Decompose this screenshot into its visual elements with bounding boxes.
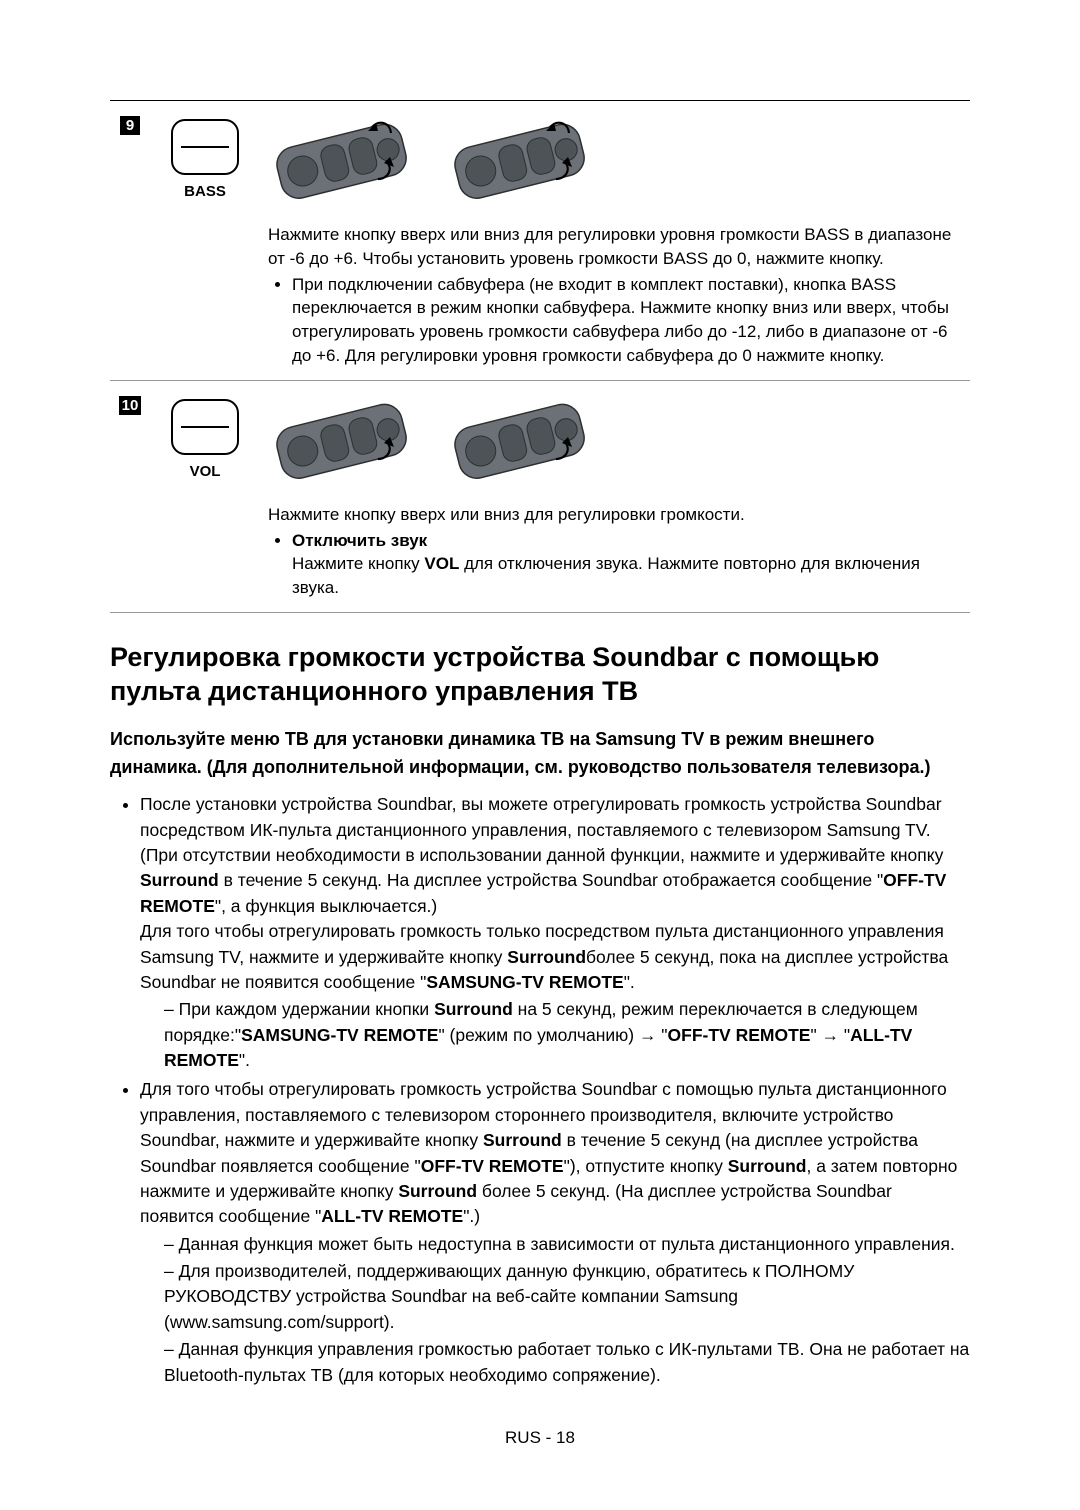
remote-diagram-icon [268, 393, 418, 493]
instruction-subitem: Для производителей, поддерживающих данну… [164, 1259, 970, 1335]
row-number: 9 [110, 101, 150, 381]
remote-diagram-icon [446, 113, 596, 213]
instruction-item-2: Для того чтобы отрегулировать громкость … [140, 1077, 970, 1388]
section-title: Регулировка громкости устройства Soundba… [110, 641, 970, 709]
instruction-subitem: Данная функция может быть недоступна в з… [164, 1232, 970, 1257]
row-button-cell: BASS [150, 101, 260, 381]
desc-text: Нажмите кнопку вверх или вниз для регули… [268, 503, 962, 527]
table-row: 10 VOL Нажмите кнопку вверх или вниз для… [110, 380, 970, 612]
button-label: BASS [158, 181, 252, 202]
section-subheading: Используйте меню ТВ для установки динами… [110, 726, 970, 782]
desc-bullet-list: При подключении сабвуфера (не входит в к… [268, 273, 962, 368]
remote-diagram-icon [268, 113, 418, 213]
row-number: 10 [110, 380, 150, 612]
diagram-row [268, 113, 962, 213]
rocker-button-icon [171, 119, 239, 175]
desc-text: Нажмите кнопку вверх или вниз для регули… [268, 223, 962, 271]
remote-diagram-icon [446, 393, 596, 493]
num-badge: 9 [120, 116, 140, 135]
instruction-item-1: После установки устройства Soundbar, вы … [140, 792, 970, 1073]
num-badge: 10 [119, 396, 142, 415]
desc-bullet-list: Отключить звук Нажмите кнопку VOL для от… [268, 529, 962, 600]
row-description: Нажмите кнопку вверх или вниз для регули… [260, 101, 970, 381]
button-label: VOL [158, 461, 252, 482]
diagram-row [268, 393, 962, 493]
row-description: Нажмите кнопку вверх или вниз для регули… [260, 380, 970, 612]
instruction-sublist-2: Данная функция может быть недоступна в з… [140, 1232, 970, 1388]
table-row: 9 BASS Нажмите кнопку вверх или вниз для… [110, 101, 970, 381]
desc-bullet: При подключении сабвуфера (не входит в к… [292, 273, 962, 368]
instruction-subitem: Данная функция управления громкостью раб… [164, 1337, 970, 1388]
instruction-sublist-1: При каждом удержании кнопки Surround на … [140, 997, 970, 1073]
rocker-button-icon [171, 399, 239, 455]
desc-bullet: Отключить звук Нажмите кнопку VOL для от… [292, 529, 962, 600]
instruction-subitem: При каждом удержании кнопки Surround на … [164, 997, 970, 1073]
page-footer: RUS - 18 [110, 1426, 970, 1450]
row-button-cell: VOL [150, 380, 260, 612]
remote-feature-table: 9 BASS Нажмите кнопку вверх или вниз для… [110, 100, 970, 613]
instruction-list: После установки устройства Soundbar, вы … [110, 792, 970, 1388]
